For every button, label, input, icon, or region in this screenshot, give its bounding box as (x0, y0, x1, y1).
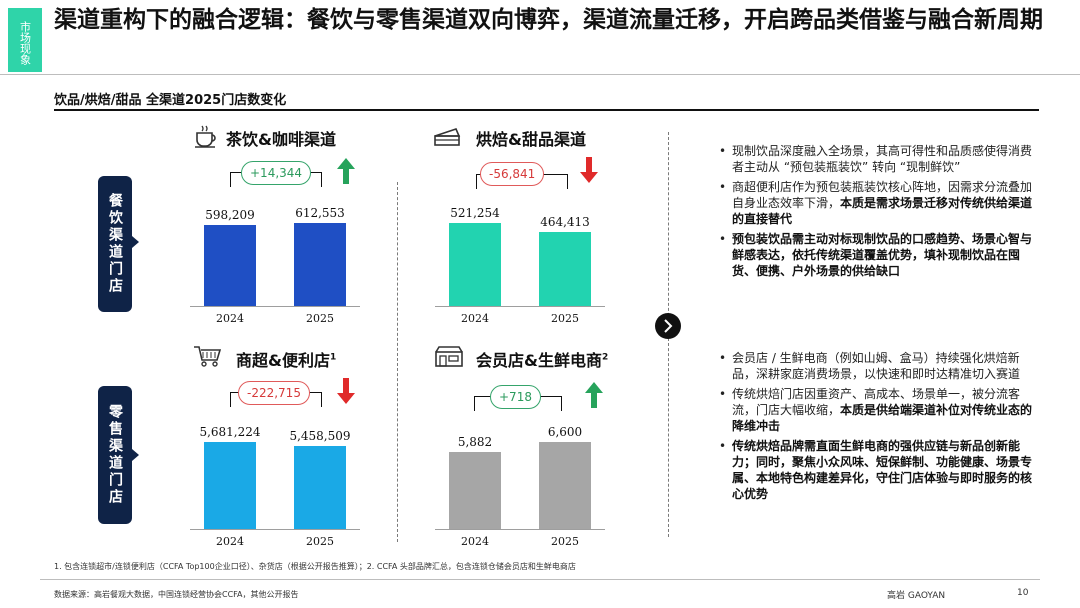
panel-title-bakery: 烘焙&甜品渠道 (476, 130, 586, 149)
panel-title-member-text: 会员店&生鲜电商 (476, 351, 602, 370)
bar-value-label: 598,209 (205, 208, 255, 223)
x-axis-line (435, 529, 605, 530)
insight-bullet: 商超便利店作为预包装瓶装饮核心阵地，因需求分流叠加自身业态效率下滑，本质是需求场… (716, 179, 1034, 227)
bar-2025 (294, 445, 346, 529)
bar-value-label: 5,882 (457, 434, 493, 449)
panel-divider (397, 182, 398, 542)
x-tick-label: 2025 (306, 312, 334, 325)
panel-title-member: 会员店&生鲜电商2 (476, 347, 608, 371)
trend-up-arrow-icon (337, 158, 355, 188)
data-source: 数据来源：高岩餐观大数据，中国连锁经营协会CCFA，其他公开报告 (54, 590, 299, 599)
footer-divider (40, 579, 1040, 580)
insight-emphasis: 预包装饮品需主动对标现制饮品的口感趋势、场景心智与鲜感表达，依托传统渠道覆盖优势… (732, 232, 1033, 278)
x-axis-line (435, 306, 605, 307)
chart-tea-coffee: 598,209 2024 612,553 2025 (180, 190, 370, 330)
bar-2025 (294, 223, 346, 306)
subtitle-divider (54, 109, 1039, 111)
chart-member-fresh: 5,882 2024 6,600 2025 (425, 408, 615, 553)
x-axis-line (190, 306, 360, 307)
bar-value-label: 6,600 (547, 425, 583, 440)
x-tick-label: 2024 (461, 312, 489, 325)
trend-down-arrow-icon (337, 378, 355, 408)
delta-badge-member: +718 (490, 385, 541, 409)
bar-value-label: 5,681,224 (199, 425, 261, 440)
bar-value-label: 464,413 (540, 215, 590, 230)
bar-2025 (539, 442, 591, 529)
insight-text: 现制饮品深度融入全场景，其高可得性和品质感使得消费者主动从 “预包装瓶装饮” 转… (732, 144, 1033, 174)
coffee-cup-icon (193, 124, 221, 152)
row-label-catering: 餐饮渠道门店 (98, 176, 132, 312)
trend-down-arrow-icon (580, 157, 598, 187)
x-axis-line (190, 529, 360, 530)
x-tick-label: 2025 (306, 535, 334, 548)
panel-title-supermarket-text: 商超&便利店 (236, 351, 330, 370)
trend-up-arrow-icon (585, 382, 603, 412)
row-label-catering-arrow (132, 236, 139, 248)
bar-2024 (449, 223, 501, 306)
delta-badge-supermarket: -222,715 (238, 381, 310, 405)
footnote-marker-1: 1 (329, 352, 337, 363)
panel-title-tea: 茶饮&咖啡渠道 (226, 130, 336, 149)
insight-text: 传统烘焙门店因重资产、高成本、场景单一，被分流客流，门店大幅收缩， (732, 387, 1021, 417)
insight-bullet: 会员店 / 生鲜电商（例如山姆、盒马）持续强化烘焙新品，深耕家庭消费场景，以快速… (716, 350, 1034, 382)
shopping-cart-icon (193, 344, 223, 372)
insight-bullet: 预包装饮品需主动对标现制饮品的口感趋势、场景心智与鲜感表达，依托传统渠道覆盖优势… (716, 231, 1034, 279)
panel-title-supermarket: 商超&便利店1 (236, 347, 336, 371)
insight-bullet: 传统烘焙品牌需直面生鲜电商的强供应链与新品创新能力；同时，聚焦小众风味、短保鲜制… (716, 438, 1034, 502)
title-divider (0, 74, 1080, 75)
bar-2024 (204, 225, 256, 306)
footnote-marker-2: 2 (601, 352, 609, 363)
x-tick-label: 2025 (551, 312, 579, 325)
bar-2025 (539, 232, 591, 306)
x-tick-label: 2024 (216, 312, 244, 325)
row-label-retail-arrow (132, 449, 139, 461)
insight-text: 会员店 / 生鲜电商（例如山姆、盒马）持续强化烘焙新品，深耕家庭消费场景，以快速… (732, 351, 1021, 381)
store-icon (434, 344, 464, 372)
insight-emphasis: 本质是供给端渠道补位对传统业态的降维冲击 (732, 403, 1033, 433)
bar-value-label: 612,553 (295, 206, 345, 221)
bar-2024 (204, 442, 256, 529)
insight-bullet: 传统烘焙门店因重资产、高成本、场景单一，被分流客流，门店大幅收缩，本质是供给端渠… (716, 386, 1034, 434)
insight-text: 商超便利店作为预包装瓶装饮核心阵地，因需求分流叠加自身业态效率下滑， (732, 180, 1033, 210)
chart-bakery-dessert: 521,254 2024 464,413 2025 (425, 190, 615, 330)
insight-bullet: 现制饮品深度融入全场景，其高可得性和品质感使得消费者主动从 “预包装瓶装饮” 转… (716, 143, 1034, 175)
row-label-retail: 零售渠道门店 (98, 386, 132, 524)
x-tick-label: 2024 (216, 535, 244, 548)
bar-2024 (449, 451, 501, 529)
bar-value-label: 5,458,509 (289, 428, 351, 443)
cake-icon (432, 124, 462, 152)
page-title: 渠道重构下的融合逻辑：餐饮与零售渠道双向博弈，渠道流量迁移，开启跨品类借鉴与融合… (54, 7, 1043, 33)
insights-top: 现制饮品深度融入全场景，其高可得性和品质感使得消费者主动从 “预包装瓶装饮” 转… (716, 143, 1034, 283)
bar-value-label: 521,254 (450, 206, 500, 221)
insight-emphasis: 本质是需求场景迁移对传统供给渠道的直接替代 (732, 196, 1033, 226)
chart-subtitle: 饮品/烘焙/甜品 全渠道2025门店数变化 (54, 93, 287, 108)
insight-emphasis: 传统烘焙品牌需直面生鲜电商的强供应链与新品创新能力；同时，聚焦小众风味、短保鲜制… (732, 439, 1033, 501)
next-arrow-icon (655, 313, 681, 339)
chart-supermarket-convenience: 5,681,224 2024 5,458,509 2025 (180, 408, 370, 553)
footnote: 1. 包含连锁超市/连锁便利店（CCFA Top100企业口径）、杂货店（根据公… (54, 562, 576, 571)
x-tick-label: 2024 (461, 535, 489, 548)
delta-badge-bakery: -56,841 (480, 162, 545, 186)
delta-badge-tea: +14,344 (241, 161, 312, 185)
page-number: 10 (1017, 588, 1029, 598)
insights-bottom: 会员店 / 生鲜电商（例如山姆、盒马）持续强化烘焙新品，深耕家庭消费场景，以快速… (716, 350, 1034, 506)
section-tag: 市场现象 (8, 8, 42, 72)
x-tick-label: 2025 (551, 535, 579, 548)
brand-name: 高岩 GAOYAN (887, 591, 946, 601)
